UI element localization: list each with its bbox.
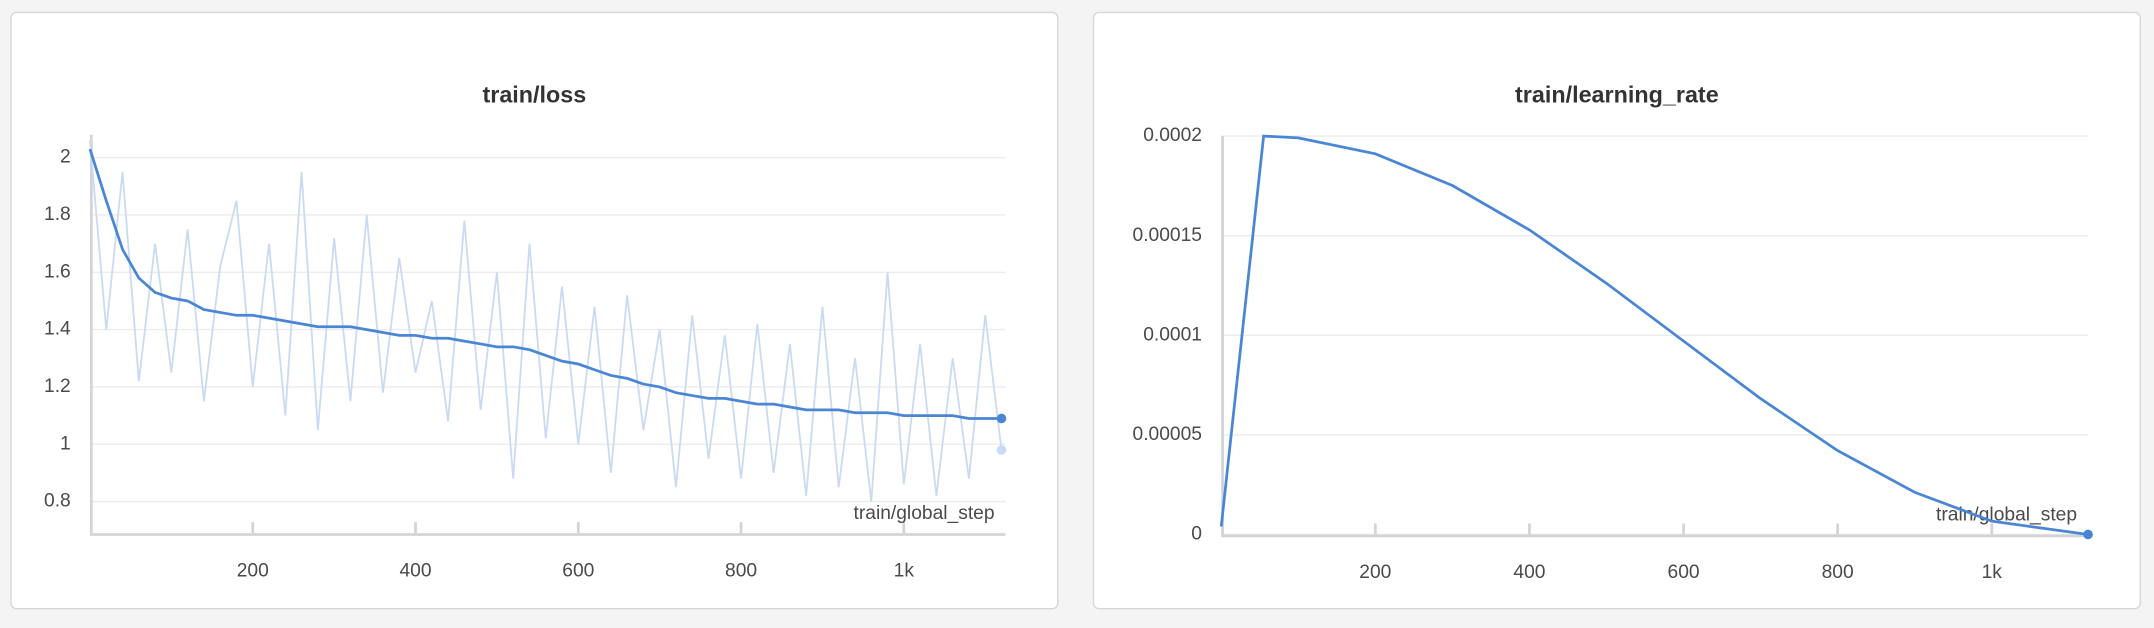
series-line [1219,134,2089,536]
y-tick-label: 1.8 [44,204,71,225]
x-tick-label: 1k [1982,562,2003,583]
y-tick-label: 0 [1191,524,1202,545]
chart-title: train/loss [482,81,586,107]
x-tick-label: 600 [562,561,594,582]
y-tick-label: 0.0001 [1143,324,1202,345]
y-tick-label: 0.00005 [1133,424,1202,445]
panel [1092,11,2141,610]
y-tick-label: 2 [60,147,71,168]
y-tick-label: 0.00015 [1133,225,1202,246]
end-point [996,445,1007,455]
x-tick-label: 800 [725,561,757,582]
end-point [2083,529,2093,540]
end-point [996,413,1007,424]
y-tick-label: 1.2 [44,376,71,397]
x-tick-label: 200 [1359,562,1391,583]
y-tick-label: 1 [60,433,71,454]
y-tick-label: 1.4 [44,319,71,340]
x-tick-label: 400 [1513,562,1545,583]
x-tick-label: 1k [894,561,915,582]
y-tick-label: 0.0002 [1143,125,1202,146]
chart-title: train/learning_rate [1515,81,1719,107]
series-line [89,140,1003,502]
x-tick-label: 800 [1822,562,1854,583]
x-tick-label: 200 [237,561,269,582]
x-axis-label: train/global_step [1936,504,2077,525]
y-tick-label: 1.6 [44,261,71,282]
x-tick-label: 600 [1668,562,1700,583]
y-tick-label: 0.8 [44,491,71,512]
x-axis-label: train/global_step [854,503,995,524]
x-tick-label: 400 [399,561,431,582]
series-line [88,148,1002,420]
